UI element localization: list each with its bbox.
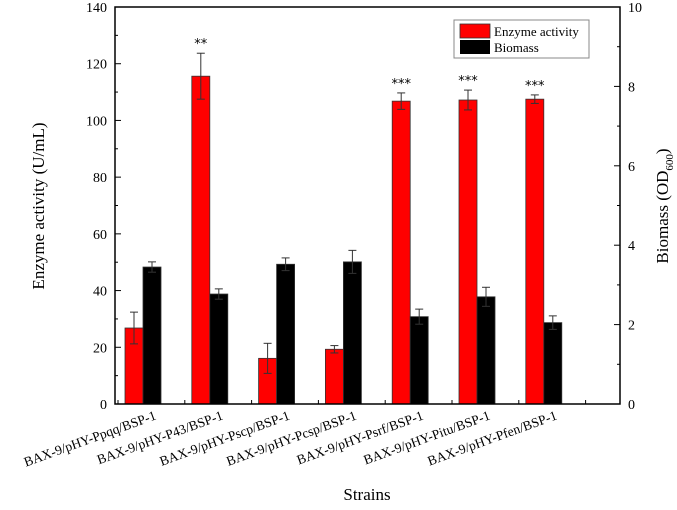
y2-tick-label: 10 (628, 1, 642, 16)
bar-biomass (209, 293, 229, 405)
y2-tick-label: 6 (628, 160, 635, 175)
significance-label: *** (458, 74, 478, 89)
bar-enzyme-activity (458, 99, 478, 405)
y-tick-label: 140 (86, 1, 107, 16)
y-tick-label: 100 (86, 114, 107, 129)
bar-enzyme-activity (391, 100, 411, 405)
y2-axis-label: Biomass (OD600) (653, 148, 676, 263)
legend-swatch-enzyme (459, 23, 491, 39)
bar-biomass (342, 261, 362, 405)
significance-label: *** (525, 79, 545, 94)
y2-tick-label: 8 (628, 80, 635, 95)
bar-biomass (543, 322, 563, 405)
legend-label-biomass: Biomass (494, 40, 539, 55)
significance-label: ** (194, 37, 208, 52)
x-axis-label: Strains (343, 485, 390, 504)
y2-tick-label: 4 (628, 239, 635, 254)
bar-biomass (476, 296, 496, 405)
y-tick-label: 0 (100, 398, 107, 413)
y-axis-label: Enzyme activity (U/mL) (29, 122, 48, 289)
significance-label: *** (391, 77, 411, 92)
y-tick-label: 20 (93, 341, 107, 356)
bar-enzyme-activity (525, 98, 545, 405)
legend: Enzyme activity Biomass (453, 19, 590, 59)
y2-tick-label: 2 (628, 319, 635, 334)
y-tick-label: 60 (93, 228, 107, 243)
bar-biomass (276, 263, 296, 405)
bar-biomass (409, 316, 429, 405)
y-tick-label: 120 (86, 58, 107, 73)
legend-swatch-biomass (460, 40, 490, 54)
y2-tick-label: 0 (628, 398, 635, 413)
bar-enzyme-activity (324, 348, 344, 405)
bar-enzyme-activity (191, 75, 211, 405)
bar-biomass (142, 266, 162, 405)
y-tick-label: 80 (93, 171, 107, 186)
y-tick-label: 40 (93, 285, 107, 300)
legend-label-enzyme: Enzyme activity (494, 24, 579, 39)
